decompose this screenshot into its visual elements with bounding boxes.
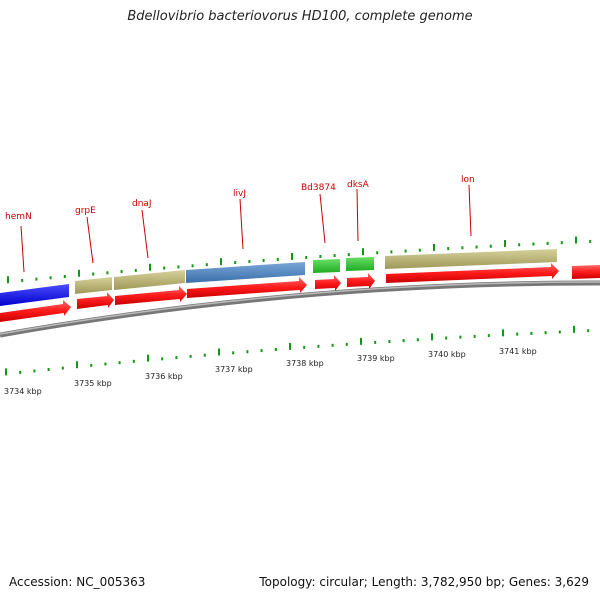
feature-dksA-green[interactable] xyxy=(346,257,374,271)
tick-row-upper xyxy=(7,236,592,284)
tick-row-lower xyxy=(5,325,590,376)
kbp-label: 3741 kbp xyxy=(499,347,537,356)
cds-Bd3874[interactable] xyxy=(315,275,341,291)
genome-backbone xyxy=(0,280,600,338)
gene-label-lon[interactable]: lon xyxy=(461,175,475,185)
feature-livJ-steelblue[interactable] xyxy=(186,262,305,283)
cds-hemN[interactable] xyxy=(0,300,71,322)
accession-text: Accession: NC_005363 xyxy=(9,575,146,589)
genome-summary-text: Topology: circular; Length: 3,782,950 bp… xyxy=(259,575,589,589)
gene-labels: hemN grpE dnaJ livJ Bd3874 dksA lon xyxy=(5,175,475,273)
kbp-label: 3735 kbp xyxy=(74,379,112,388)
kbp-label: 3739 kbp xyxy=(357,354,395,363)
gene-label-dnaJ[interactable]: dnaJ xyxy=(132,199,152,209)
feature-Bd3874-green[interactable] xyxy=(313,259,340,273)
cds-track xyxy=(0,263,600,322)
gene-label-Bd3874[interactable]: Bd3874 xyxy=(301,183,336,193)
cds-dksA[interactable] xyxy=(347,273,375,289)
cds-dnaJ[interactable] xyxy=(115,286,187,305)
gene-label-livJ[interactable]: livJ xyxy=(233,189,246,199)
kbp-label: 3740 kbp xyxy=(428,350,466,359)
gene-label-hemN[interactable]: hemN xyxy=(5,212,32,222)
cds-livJ[interactable] xyxy=(187,277,307,298)
feature-lon-khaki[interactable] xyxy=(385,249,557,269)
genome-backbone-highlight xyxy=(0,281,600,335)
feature-hemN-blue[interactable] xyxy=(0,284,69,306)
kbp-labels: 3734 kbp 3735 kbp 3736 kbp 3737 kbp 3738… xyxy=(4,347,537,396)
kbp-label: 3736 kbp xyxy=(145,372,183,381)
kbp-label: 3738 kbp xyxy=(286,359,324,368)
cds-grpE[interactable] xyxy=(77,292,114,309)
kbp-label: 3737 kbp xyxy=(215,365,253,374)
cds-lon[interactable] xyxy=(386,263,559,283)
gene-label-dksA[interactable]: dksA xyxy=(347,180,370,190)
gene-label-grpE[interactable]: grpE xyxy=(75,206,96,216)
feature-grpE-khaki[interactable] xyxy=(75,277,112,294)
feature-track xyxy=(0,249,557,306)
cds-next[interactable] xyxy=(572,265,600,279)
kbp-label: 3734 kbp xyxy=(4,387,42,396)
feature-dnaJ-khaki[interactable] xyxy=(114,270,185,290)
map-title: Bdellovibrio bacteriovorus HD100, comple… xyxy=(127,9,473,24)
